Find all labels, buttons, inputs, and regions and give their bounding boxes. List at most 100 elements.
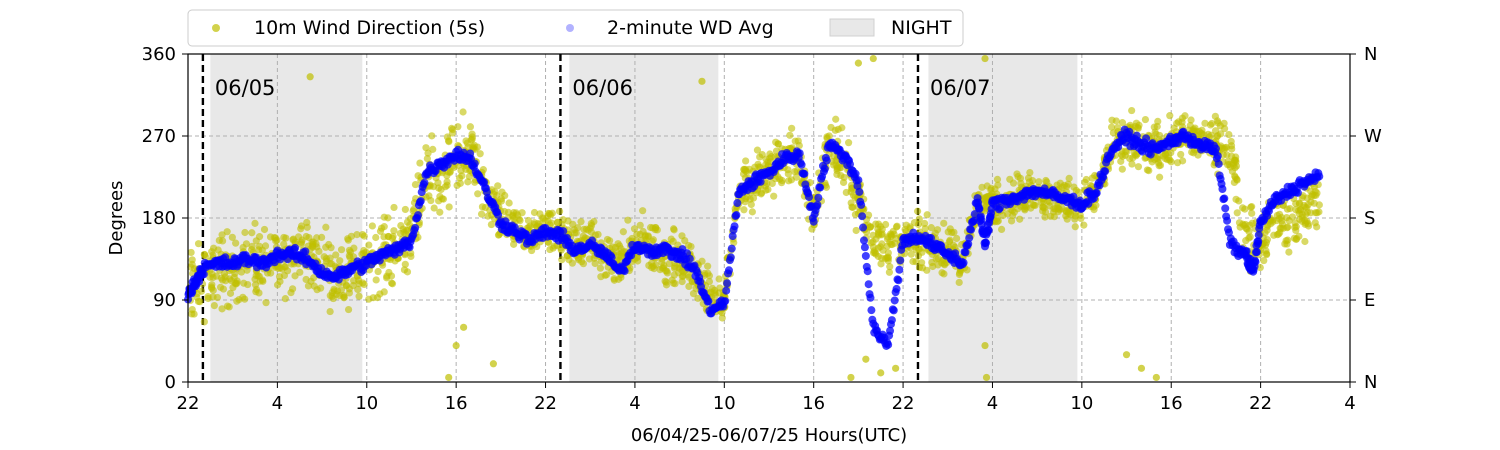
wind-5s-point <box>388 280 397 288</box>
wind-5s-point <box>194 240 203 248</box>
wind-5s-point <box>1260 256 1268 265</box>
wind-5s-point <box>474 190 482 198</box>
wind-5s-point <box>1065 174 1073 182</box>
wind-5s-point <box>259 277 267 285</box>
wind-5s-point <box>1153 122 1161 131</box>
wind-5s-point <box>981 54 989 63</box>
wind-5s-point <box>1187 116 1195 124</box>
wind-5s-point <box>349 281 357 290</box>
wind-5s-point <box>619 228 627 236</box>
wind-5s-point <box>624 216 632 224</box>
wind-5s-point <box>1108 123 1116 131</box>
wind-5s-point <box>464 178 472 186</box>
wind-5s-point <box>956 269 964 277</box>
wd-avg-point <box>854 176 863 185</box>
wd-avg-point <box>895 265 904 274</box>
wind-5s-point <box>1311 209 1320 217</box>
wind-5s-point <box>1302 219 1310 227</box>
wind-5s-point <box>1051 205 1059 213</box>
wind-5s-point <box>1315 201 1323 209</box>
wd-avg-point <box>981 238 990 247</box>
wind-5s-point <box>639 227 647 236</box>
wind-5s-point <box>591 231 600 239</box>
wind-5s-point <box>705 272 714 280</box>
x-tick-label: 16 <box>445 393 468 414</box>
wind-5s-point <box>208 281 216 289</box>
axes: 22 4 10 16 22 4 10 16 22 4 10 16 22 4 0 N 90 E 180 S 270 W 360… <box>142 44 1382 414</box>
wind-5s-point <box>662 281 671 289</box>
wind-5s-point <box>423 154 431 163</box>
wind-5s-point <box>1285 248 1293 256</box>
wd-avg-point <box>1214 159 1223 168</box>
wind-5s-point <box>213 293 222 302</box>
wind-5s-point <box>776 175 784 183</box>
wind-5s-point <box>1132 152 1140 160</box>
x-tick-label: 10 <box>355 393 378 414</box>
legend-frame <box>187 9 964 47</box>
wind-5s-point <box>639 207 647 215</box>
wind-5s-point <box>445 203 453 211</box>
wind-5s-point <box>342 281 350 289</box>
wind-5s-point <box>636 221 644 229</box>
wind-5s-point <box>459 108 467 116</box>
wind-5s-point <box>1201 119 1209 127</box>
wind-5s-point <box>280 233 288 242</box>
wind-5s-point <box>239 243 247 252</box>
wind-5s-point <box>784 166 792 174</box>
wind-5s-point <box>226 289 235 297</box>
wind-5s-point <box>1173 159 1182 167</box>
wind-5s-point <box>297 222 306 230</box>
wind-5s-point <box>1167 158 1175 166</box>
wind-5s-point <box>596 264 604 272</box>
wind-5s-point <box>1007 217 1016 225</box>
wd-avg-point <box>1220 194 1229 203</box>
day-marker-labels: 06/05 06/06 06/07 <box>215 76 991 100</box>
wind-5s-point <box>260 225 269 234</box>
wind-5s-point <box>951 243 959 251</box>
wd-avg-point <box>494 210 503 219</box>
wd-avg-point <box>1254 237 1263 246</box>
wind-5s-point <box>397 221 405 230</box>
wind-5s-point <box>308 242 317 250</box>
wind-5s-point <box>1075 188 1083 196</box>
wind-5s-point <box>757 190 765 198</box>
wind-5s-point <box>476 150 484 158</box>
wind-5s-point <box>1200 131 1208 139</box>
wind-5s-point <box>1277 224 1285 233</box>
wind-5s-point <box>329 294 337 303</box>
wind-5s-point <box>261 242 270 250</box>
wind-5s-point <box>318 233 326 241</box>
wind-5s-point <box>907 250 915 258</box>
wind-5s-point <box>578 258 586 266</box>
wind-5s-point <box>886 263 894 271</box>
wind-5s-point <box>1239 204 1247 212</box>
wind-5s-point <box>825 132 833 140</box>
wind-5s-point <box>466 123 474 131</box>
x-axis-label: 06/04/25-06/07/25 Hours(UTC) <box>631 425 907 446</box>
wd-avg-point <box>301 247 310 256</box>
wind-5s-point <box>497 195 505 203</box>
wind-5s-point <box>715 275 723 283</box>
wind-5s-point <box>617 252 625 260</box>
wind-5s-point <box>326 254 334 262</box>
wind-5s-point <box>494 182 502 190</box>
wind-5s-point <box>337 246 346 254</box>
wind-5s-point <box>1220 119 1228 127</box>
wind-5s-point <box>1026 168 1034 177</box>
wind-5s-point <box>1108 116 1116 124</box>
wind-5s-point <box>251 275 259 283</box>
wind-5s-point <box>454 123 462 131</box>
wind-5s-point <box>443 178 451 186</box>
wind-5s-point <box>429 183 438 191</box>
wind-5s-point <box>950 228 958 236</box>
wind-5s-point <box>294 233 303 241</box>
wind-5s-point <box>220 270 229 278</box>
wind-5s-point <box>1227 137 1235 146</box>
wind-5s-point <box>854 59 862 67</box>
wind-5s-point <box>1292 223 1300 231</box>
wind-5s-point <box>914 252 923 260</box>
wind-5s-point <box>1220 125 1229 133</box>
wind-5s-point <box>448 124 456 132</box>
wind-5s-point <box>921 224 929 233</box>
